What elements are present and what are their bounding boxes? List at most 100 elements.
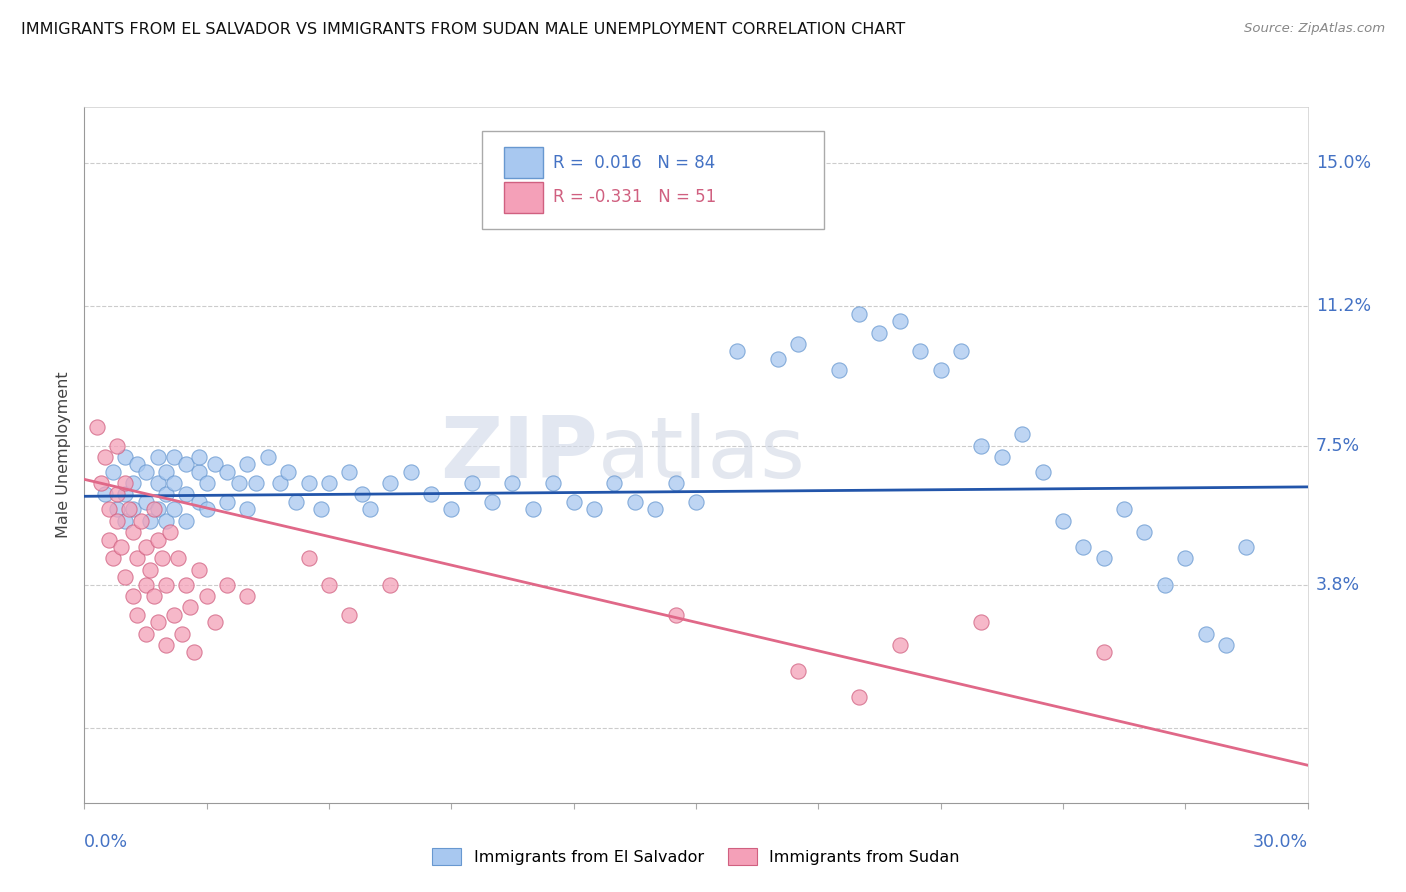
Point <box>187 495 209 509</box>
Point <box>142 502 165 516</box>
Point <box>114 570 136 584</box>
Point <box>1234 540 1257 554</box>
Point <box>150 551 173 566</box>
Point <box>105 502 128 516</box>
Point <box>236 589 259 603</box>
Text: 11.2%: 11.2% <box>1316 297 1371 316</box>
Point <box>155 577 177 591</box>
Point <box>159 524 181 539</box>
Point <box>105 438 128 452</box>
Point <box>105 487 128 501</box>
Point <box>195 476 218 491</box>
Point <box>122 524 145 539</box>
Point <box>97 502 120 516</box>
Point <box>146 615 169 630</box>
Point <box>501 476 523 491</box>
Point <box>277 465 299 479</box>
Point <box>285 495 308 509</box>
Text: atlas: atlas <box>598 413 806 497</box>
Point <box>1032 465 1054 479</box>
Point <box>167 551 190 566</box>
Point <box>787 664 810 678</box>
Point <box>787 337 810 351</box>
Point <box>110 540 132 554</box>
Point <box>359 502 381 516</box>
Point <box>114 450 136 464</box>
Point <box>869 326 891 340</box>
Point <box>146 502 169 516</box>
Point <box>138 563 160 577</box>
Point <box>1092 551 1115 566</box>
Point <box>318 476 340 491</box>
FancyBboxPatch shape <box>503 147 543 178</box>
Point <box>236 502 259 516</box>
Point <box>174 458 197 472</box>
Point <box>105 514 128 528</box>
Point <box>1174 551 1197 566</box>
Point <box>766 351 789 366</box>
Point <box>582 502 605 516</box>
Text: ZIP: ZIP <box>440 413 598 497</box>
Text: R =  0.016   N = 84: R = 0.016 N = 84 <box>553 153 716 171</box>
Point <box>101 551 124 566</box>
Point <box>101 465 124 479</box>
Point <box>245 476 267 491</box>
Point <box>685 495 707 509</box>
Point <box>664 476 686 491</box>
Point <box>174 577 197 591</box>
Point <box>339 607 360 622</box>
Point <box>228 476 250 491</box>
Point <box>122 502 145 516</box>
Point <box>217 465 239 479</box>
Point <box>93 487 115 501</box>
Point <box>1133 524 1156 539</box>
Point <box>135 626 157 640</box>
Text: 3.8%: 3.8% <box>1316 575 1360 594</box>
Point <box>127 551 149 566</box>
Point <box>269 476 291 491</box>
Point <box>114 487 136 501</box>
Point <box>146 476 169 491</box>
Point <box>183 645 205 659</box>
Point <box>163 502 186 516</box>
Point <box>461 476 484 491</box>
Point <box>664 607 686 622</box>
Point <box>155 514 177 528</box>
Point <box>1153 577 1175 591</box>
Text: IMMIGRANTS FROM EL SALVADOR VS IMMIGRANTS FROM SUDAN MALE UNEMPLOYMENT CORRELATI: IMMIGRANTS FROM EL SALVADOR VS IMMIGRANT… <box>21 22 905 37</box>
Point <box>298 551 321 566</box>
Point <box>339 465 360 479</box>
Text: 15.0%: 15.0% <box>1316 154 1371 172</box>
Point <box>122 476 145 491</box>
Point <box>131 514 153 528</box>
Point <box>172 626 194 640</box>
Point <box>163 476 186 491</box>
Point <box>174 514 197 528</box>
Point <box>135 577 157 591</box>
Point <box>187 450 209 464</box>
Point <box>97 533 120 547</box>
Point <box>827 363 849 377</box>
Point <box>1052 514 1074 528</box>
Point <box>93 450 115 464</box>
Point <box>1215 638 1237 652</box>
Point <box>380 476 402 491</box>
Point <box>114 476 136 491</box>
Point <box>163 450 186 464</box>
Text: 30.0%: 30.0% <box>1253 833 1308 851</box>
Point <box>135 465 157 479</box>
Point <box>603 476 626 491</box>
Point <box>644 502 666 516</box>
Point <box>174 487 197 501</box>
Legend: Immigrants from El Salvador, Immigrants from Sudan: Immigrants from El Salvador, Immigrants … <box>426 842 966 871</box>
Point <box>309 502 332 516</box>
Point <box>1011 427 1033 442</box>
Point <box>163 607 186 622</box>
Point <box>543 476 565 491</box>
Point <box>146 450 169 464</box>
Point <box>204 615 226 630</box>
Point <box>86 419 108 434</box>
Point <box>950 344 973 359</box>
Point <box>420 487 443 501</box>
Point <box>970 438 993 452</box>
